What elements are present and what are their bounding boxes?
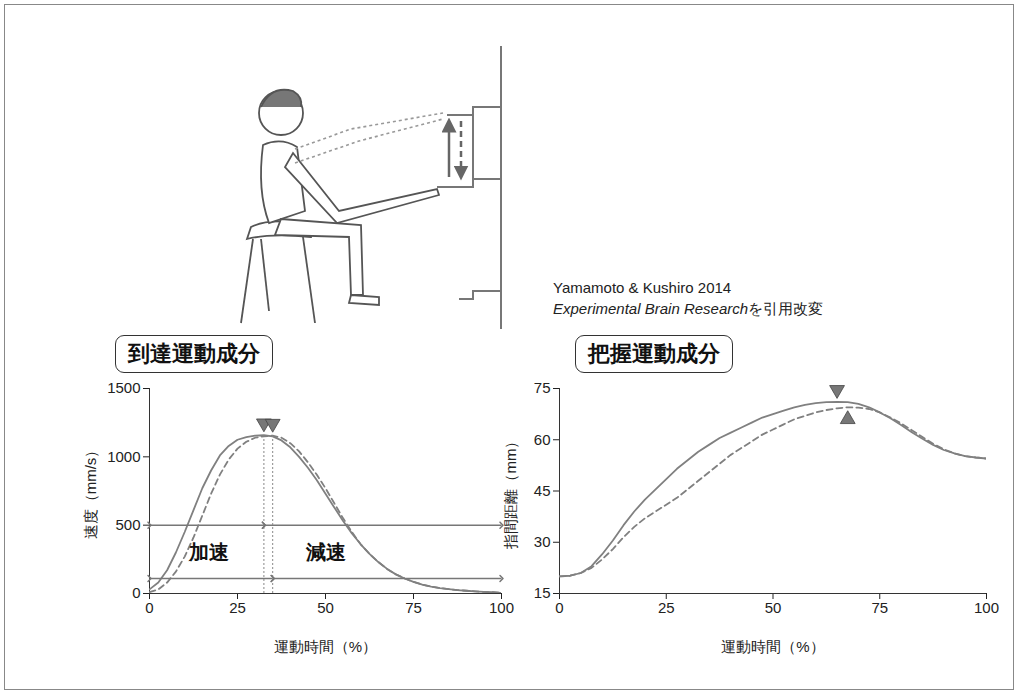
html-text:把握運動成分: 把握運動成分 <box>588 341 720 366</box>
svg-text:50: 50 <box>317 599 334 616</box>
svg-text:速度（mm/s）: 速度（mm/s） <box>82 443 99 540</box>
svg-text:0: 0 <box>145 599 153 616</box>
html-text:到達運動成分: 到達運動成分 <box>128 341 260 366</box>
svg-text:75: 75 <box>534 379 551 396</box>
svg-text:25: 25 <box>229 599 246 616</box>
svg-text:15: 15 <box>534 584 551 601</box>
html-text:Experimental Brain Researchを引用: Experimental Brain Researchを引用改変 <box>553 300 824 317</box>
svg-text:1000: 1000 <box>107 448 140 465</box>
svg-text:500: 500 <box>115 516 140 533</box>
svg-text:減速: 減速 <box>305 541 346 563</box>
svg-text:75: 75 <box>871 599 888 616</box>
svg-text:100: 100 <box>974 599 999 616</box>
svg-text:指間距離（mm）: 指間距離（mm） <box>502 434 519 550</box>
svg-text:45: 45 <box>534 482 551 499</box>
svg-text:30: 30 <box>534 533 551 550</box>
svg-text:60: 60 <box>534 431 551 448</box>
svg-text:0: 0 <box>132 584 140 601</box>
html-text:Yamamoto & Kushiro 2014: Yamamoto & Kushiro 2014 <box>553 279 732 296</box>
svg-text:運動時間（%）: 運動時間（%） <box>721 638 824 655</box>
svg-text:1500: 1500 <box>107 379 140 396</box>
svg-text:0: 0 <box>555 599 563 616</box>
svg-text:運動時間（%）: 運動時間（%） <box>274 638 377 655</box>
svg-text:75: 75 <box>405 599 422 616</box>
svg-text:加速: 加速 <box>188 541 229 563</box>
svg-text:25: 25 <box>658 599 675 616</box>
svg-text:100: 100 <box>489 599 514 616</box>
svg-text:50: 50 <box>765 599 782 616</box>
